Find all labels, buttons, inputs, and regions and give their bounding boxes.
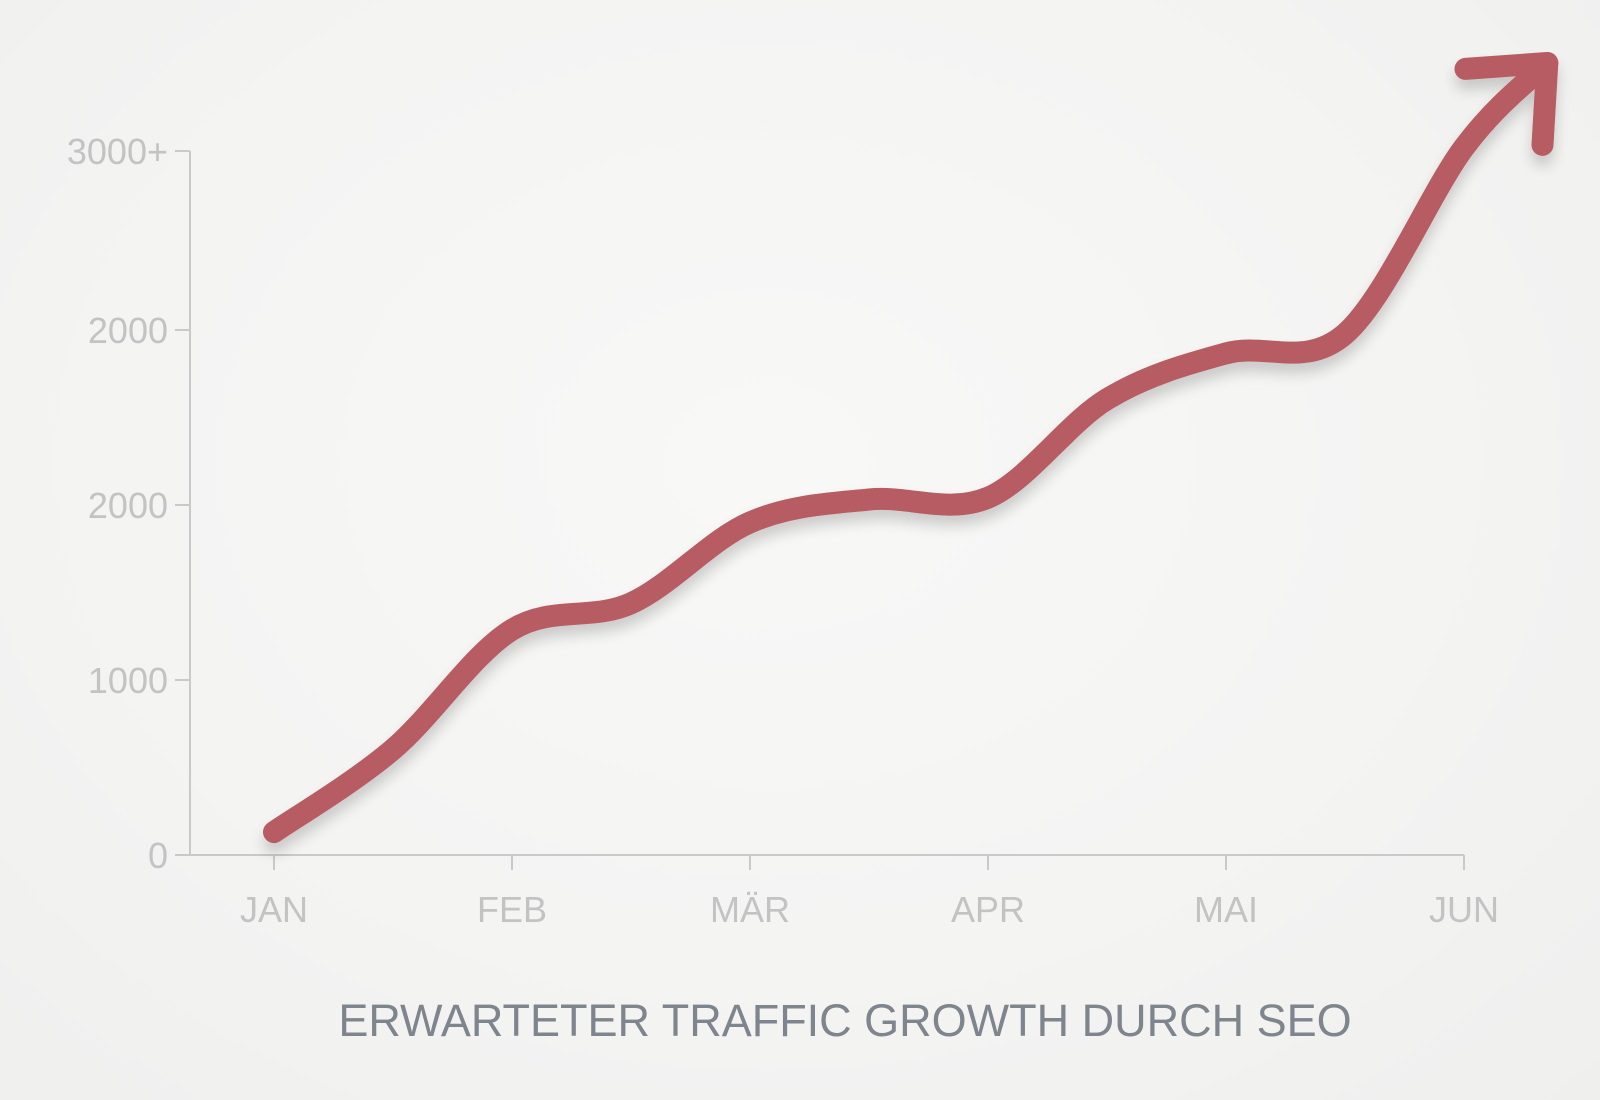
- series-line: [263, 52, 1559, 844]
- y-tick-label: 2000: [88, 485, 168, 526]
- y-tick-label: 0: [148, 835, 168, 876]
- x-tick-label: APR: [951, 889, 1025, 930]
- x-tick-label: JUN: [1429, 889, 1499, 930]
- x-tick-label: FEB: [477, 889, 547, 930]
- arrow-head-icon: [1454, 52, 1559, 156]
- x-tick-label: MAI: [1194, 889, 1258, 930]
- y-tick-label: 3000+: [67, 131, 168, 172]
- y-tick-label: 1000: [88, 660, 168, 701]
- x-tick-label: JAN: [240, 889, 308, 930]
- y-tick-label: 2000: [88, 310, 168, 351]
- chart-title: ERWARTETER TRAFFIC GROWTH DURCH SEO: [338, 995, 1351, 1046]
- x-tick-label: MÄR: [710, 889, 790, 930]
